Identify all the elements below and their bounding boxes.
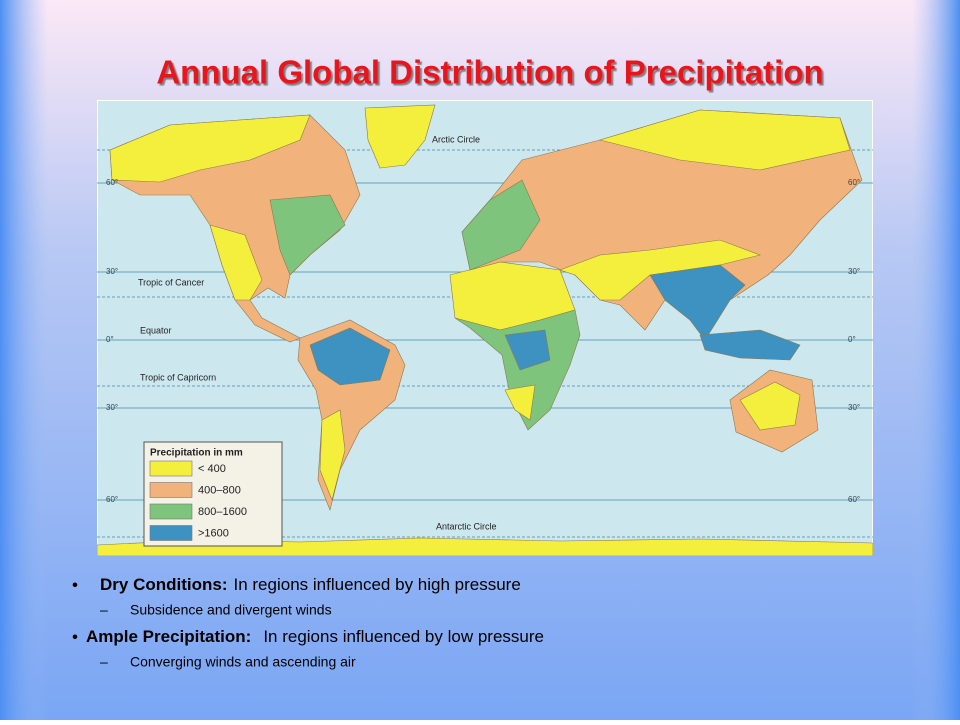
- sw-na: [209, 224, 263, 301]
- bullet-body: In regions influenced by high pressure: [234, 575, 521, 594]
- map-labels: Arctic Circle Tropic of Cancer Equator T…: [106, 134, 860, 531]
- bullet-marker: •: [72, 575, 78, 594]
- lat-label: 0°: [106, 335, 114, 344]
- amazon: [309, 327, 391, 386]
- congo: [504, 329, 551, 371]
- legend-swatch: [149, 482, 193, 498]
- lat-label: 0°: [848, 335, 856, 344]
- greenland: [364, 104, 436, 169]
- map: Arctic Circle Tropic of Cancer Equator T…: [97, 100, 873, 556]
- kalahari: [504, 384, 536, 421]
- bullet-term: Dry Conditions:: [100, 575, 228, 594]
- australia-dry: [739, 381, 801, 431]
- sub-marker: –: [100, 654, 108, 670]
- legend-swatch: [149, 503, 193, 520]
- lat-label: 30°: [106, 403, 118, 412]
- legend-label: 400–800: [198, 484, 241, 496]
- lat-label: 60°: [106, 178, 118, 187]
- legend-swatch: [149, 460, 193, 477]
- legend-label: 800–1600: [198, 506, 247, 518]
- circle-label: Tropic of Cancer: [138, 277, 204, 287]
- lat-label: 60°: [106, 495, 118, 504]
- east-na: [269, 194, 346, 276]
- indonesia: [699, 329, 801, 361]
- sub-marker: –: [100, 602, 108, 618]
- circle-label: Antarctic Circle: [436, 521, 497, 531]
- bullet-text: Dry Conditions: In regions influenced by …: [100, 575, 521, 594]
- slide-title: Annual Global Distribution of Precipitat…: [156, 54, 823, 91]
- lat-label: 60°: [848, 178, 860, 187]
- lat-label: 30°: [848, 403, 860, 412]
- bullet-text: Ample Precipitation: In regions influence…: [86, 627, 544, 646]
- siberia-dry: [598, 109, 851, 171]
- lat-label: 30°: [848, 267, 860, 276]
- circle-label: Tropic of Capricorn: [140, 372, 216, 382]
- circle-label: Equator: [140, 325, 172, 335]
- central-africa: [454, 309, 581, 431]
- monsoon-asia: [649, 264, 746, 341]
- legend-title: Precipitation in mm: [150, 448, 243, 459]
- legend-swatch: [149, 525, 193, 541]
- patagonia: [319, 409, 346, 501]
- bullets: • Dry Conditions: In regions influenced b…: [72, 575, 544, 669]
- legend-label: >1600: [198, 527, 229, 539]
- legend-label: < 400: [198, 463, 226, 475]
- lat-label: 60°: [848, 495, 860, 504]
- legend: Precipitation in mm < 400 400–800 800–1600…: [143, 441, 283, 547]
- continents: [97, 104, 873, 556]
- europe: [461, 179, 541, 271]
- bullet-marker: •: [72, 627, 78, 646]
- sub-text: Subsidence and divergent winds: [130, 602, 332, 618]
- bullet-term: Ample Precipitation:: [86, 627, 251, 646]
- circle-label: Arctic Circle: [432, 134, 480, 144]
- bullet-body: In regions influenced by low pressure: [263, 627, 544, 646]
- lat-label: 30°: [106, 267, 118, 276]
- sub-text: Converging winds and ascending air: [130, 654, 356, 670]
- arctic-dry: [109, 114, 311, 183]
